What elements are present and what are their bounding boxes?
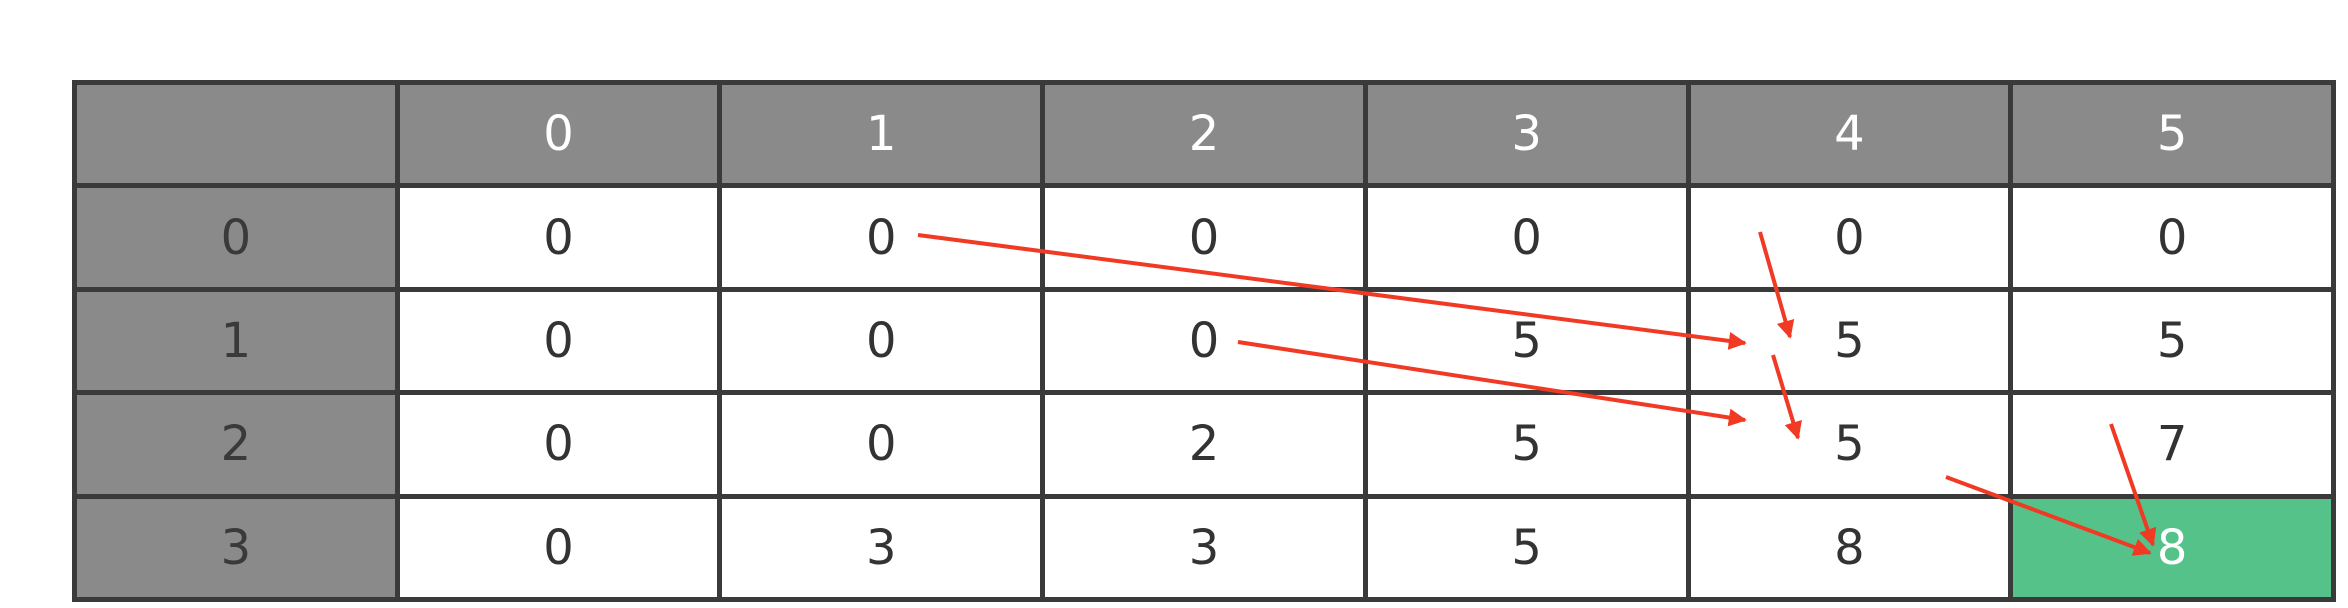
table-row: 1 0 0 0 5 5 5 [72, 286, 2336, 396]
table-cell: 3 [717, 493, 1046, 603]
table-cell: 2 [1040, 390, 1368, 499]
table-cell: 0 [394, 493, 723, 603]
corner-cell [72, 79, 400, 189]
table-cell: 0 [394, 390, 723, 499]
highlighted-result-cell: 8 [2008, 493, 2336, 603]
column-header: 2 [1040, 79, 1368, 189]
table-cell: 0 [394, 183, 723, 292]
row-header: 3 [72, 493, 400, 603]
table-cell: 0 [1685, 183, 2014, 292]
table-cell: 0 [1040, 183, 1368, 292]
table-cell: 3 [1040, 493, 1368, 603]
table-row: 3 0 3 3 5 8 8 [72, 493, 2336, 603]
table-cell: 0 [2008, 183, 2336, 292]
table-cell: 0 [717, 390, 1046, 499]
row-header: 1 [72, 286, 400, 396]
dp-table: 0 1 2 3 4 5 0 0 0 0 0 0 0 1 0 0 0 5 5 5 … [72, 79, 2336, 603]
table-cell: 5 [1362, 390, 1691, 499]
row-header: 0 [72, 183, 400, 292]
table-cell: 5 [2008, 286, 2336, 396]
table-row: 0 0 0 0 0 0 0 [72, 183, 2336, 292]
table-cell: 8 [1685, 493, 2014, 603]
row-header: 2 [72, 390, 400, 499]
table-cell: 0 [394, 286, 723, 396]
table-cell: 5 [1685, 390, 2014, 499]
column-header: 1 [717, 79, 1046, 189]
table-cell: 5 [1685, 286, 2014, 396]
table-row: 2 0 0 2 5 5 7 [72, 390, 2336, 499]
table-cell: 5 [1362, 493, 1691, 603]
table-cell: 7 [2008, 390, 2336, 499]
column-header-row: 0 1 2 3 4 5 [72, 79, 2336, 189]
table-cell: 0 [1040, 286, 1368, 396]
table-cell: 0 [717, 286, 1046, 396]
column-header: 3 [1362, 79, 1691, 189]
table-cell: 0 [1362, 183, 1691, 292]
column-header: 0 [394, 79, 723, 189]
column-header: 5 [2008, 79, 2336, 189]
column-header: 4 [1685, 79, 2014, 189]
table-cell: 0 [717, 183, 1046, 292]
table-cell: 5 [1362, 286, 1691, 396]
